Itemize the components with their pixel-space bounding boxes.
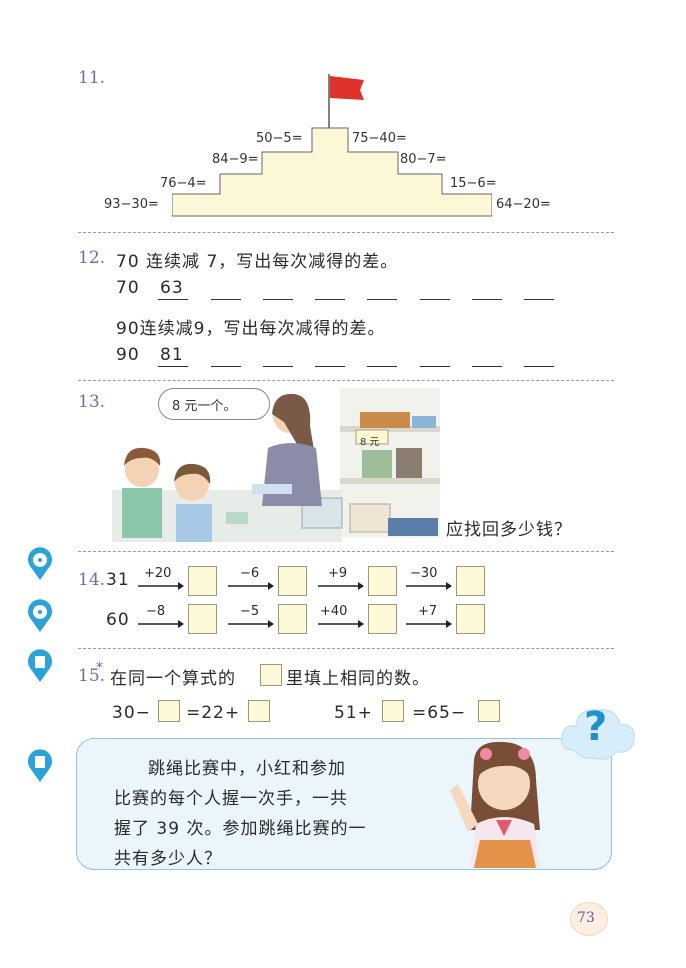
q15-instruction-b: 里填上相同的数。 xyxy=(286,669,430,689)
answer-box[interactable] xyxy=(188,604,217,634)
divider xyxy=(78,551,614,552)
answer-blank[interactable] xyxy=(263,366,293,367)
divider xyxy=(78,648,614,649)
price-tag: 8 元 xyxy=(360,437,380,448)
q12-answer-2: 81 xyxy=(160,345,184,365)
right-arrow-icon xyxy=(228,620,274,628)
stopwatch-badge-icon xyxy=(28,547,52,580)
problem-64-20: 64−20= xyxy=(496,197,551,212)
answer-blank[interactable] xyxy=(158,366,188,367)
question-number-15: 15. xyxy=(78,666,106,686)
document-badge-icon xyxy=(28,649,52,682)
answer-blank[interactable] xyxy=(211,366,241,367)
q13-question: 应找回多少钱？ xyxy=(446,520,572,540)
right-arrow-icon xyxy=(406,620,452,628)
op-label: −6 xyxy=(240,566,260,581)
right-arrow-icon xyxy=(318,620,364,628)
problem-75-40: 75−40= xyxy=(352,131,407,146)
problem-80-7: 80−7= xyxy=(400,152,447,167)
callout-line-4: 共有多少人？ xyxy=(114,849,222,869)
question-number-13: 13. xyxy=(78,392,106,412)
answer-blank[interactable] xyxy=(524,366,554,367)
answer-blank[interactable] xyxy=(263,299,293,300)
op-label: +9 xyxy=(328,566,348,581)
q14-row1-start: 31 xyxy=(106,570,130,590)
answer-box[interactable] xyxy=(158,700,180,722)
question-mark: ? xyxy=(584,704,608,750)
q12-start-2: 90 xyxy=(116,345,140,365)
q14-row2-start: 60 xyxy=(106,610,130,630)
girl-waving-illustration xyxy=(450,741,540,868)
document-badge-icon xyxy=(28,749,52,782)
right-arrow-icon xyxy=(138,620,184,628)
divider xyxy=(78,380,614,381)
question-cloud-icon xyxy=(561,709,635,760)
right-arrow-icon xyxy=(138,582,184,590)
eq2-part-a: 51+ xyxy=(334,703,373,723)
question-number-12: 12. xyxy=(78,248,106,268)
q12-start-1: 70 xyxy=(116,278,140,298)
answer-blank[interactable] xyxy=(367,366,397,367)
speech-bubble-text: 8 元一个。 xyxy=(172,399,237,414)
stopwatch-badge-icon xyxy=(28,599,52,632)
op-label: −8 xyxy=(146,604,166,619)
op-label: −5 xyxy=(240,604,260,619)
answer-blank[interactable] xyxy=(472,299,502,300)
answer-box[interactable] xyxy=(278,566,307,596)
challenge-star: * xyxy=(96,660,103,676)
q12-answer-1: 63 xyxy=(160,278,184,298)
problem-15-6: 15−6= xyxy=(450,176,497,191)
question-number-14: 14. xyxy=(78,570,106,590)
answer-box[interactable] xyxy=(248,700,270,722)
op-label: +20 xyxy=(144,566,172,581)
answer-box[interactable] xyxy=(456,604,485,634)
q15-instruction-a: 在同一个算式的 xyxy=(110,669,236,689)
problem-50-5: 50−5= xyxy=(256,131,303,146)
answer-blank[interactable] xyxy=(420,366,450,367)
answer-blank[interactable] xyxy=(315,299,345,300)
callout-line-3: 握了 39 次。参加跳绳比赛的一 xyxy=(114,819,367,839)
answer-box[interactable] xyxy=(382,700,404,722)
problem-84-9: 84−9= xyxy=(212,152,259,167)
answer-box[interactable] xyxy=(368,566,397,596)
op-label: −30 xyxy=(410,566,438,581)
answer-box[interactable] xyxy=(478,700,500,722)
answer-box[interactable] xyxy=(188,566,217,596)
q12-instruction-2: 90连续减9，写出每次减得的差。 xyxy=(116,319,386,339)
red-flag-icon xyxy=(330,76,364,100)
callout-line-1: 跳绳比赛中，小红和参加 xyxy=(148,759,346,779)
divider xyxy=(78,232,614,233)
eq1-part-b: =22+ xyxy=(186,703,241,723)
right-arrow-icon xyxy=(318,582,364,590)
right-arrow-icon xyxy=(228,582,274,590)
stair-podium xyxy=(172,74,492,217)
problem-93-30: 93−30= xyxy=(104,197,159,212)
answer-blank[interactable] xyxy=(158,299,188,300)
op-label: +7 xyxy=(418,604,438,619)
answer-blank[interactable] xyxy=(367,299,397,300)
answer-box[interactable] xyxy=(456,566,485,596)
answer-blank[interactable] xyxy=(420,299,450,300)
problem-76-4: 76−4= xyxy=(160,176,207,191)
eq2-part-b: =65− xyxy=(412,703,467,723)
answer-blank[interactable] xyxy=(211,299,241,300)
answer-box[interactable] xyxy=(368,604,397,634)
page-number-badge xyxy=(570,902,608,936)
inline-box-example xyxy=(260,664,282,686)
eq1-part-a: 30− xyxy=(112,703,151,723)
answer-blank[interactable] xyxy=(472,366,502,367)
answer-box[interactable] xyxy=(278,604,307,634)
q12-instruction-1: 70 连续减 7，写出每次减得的差。 xyxy=(116,252,399,272)
speech-bubble xyxy=(158,388,270,420)
right-arrow-icon xyxy=(406,582,452,590)
answer-blank[interactable] xyxy=(524,299,554,300)
op-label: +40 xyxy=(320,604,348,619)
answer-blank[interactable] xyxy=(315,366,345,367)
page-number: 73 xyxy=(577,910,595,926)
callout-line-2: 比赛的每个人握一次手，一共 xyxy=(114,789,348,809)
question-number-11: 11. xyxy=(78,68,106,88)
